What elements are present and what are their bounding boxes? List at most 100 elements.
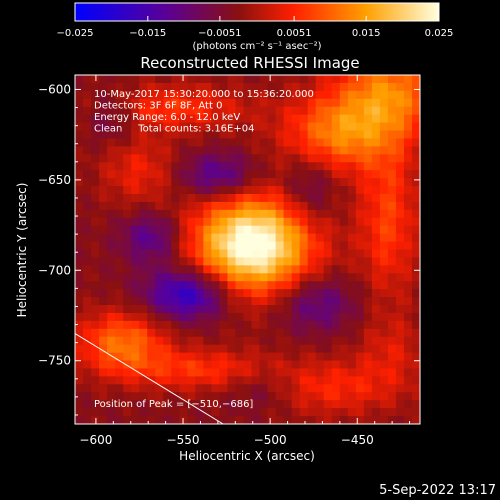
- heatmap-cell: [139, 130, 148, 140]
- heatmap-cell: [307, 400, 317, 409]
- heatmap-cell: [363, 344, 373, 354]
- heatmap-cell: [371, 328, 381, 338]
- heatmap-cell: [163, 122, 172, 132]
- heatmap-cell: [259, 75, 269, 84]
- heatmap-cell: [299, 297, 309, 306]
- heatmap-cell: [307, 376, 317, 385]
- heatmap-cell: [187, 312, 196, 322]
- heatmap-cell: [355, 106, 365, 116]
- heatmap-cell: [147, 320, 156, 330]
- heatmap-cell: [251, 416, 261, 424]
- heatmap-cell: [347, 400, 357, 409]
- heatmap-cell: [395, 178, 405, 187]
- heatmap-cell: [75, 241, 84, 251]
- heatmap-cell: [259, 146, 269, 155]
- heatmap-cell: [107, 257, 116, 266]
- y-tick-label: −700: [38, 263, 71, 277]
- heatmap-cell: [355, 360, 365, 370]
- heatmap-cell: [331, 344, 341, 354]
- heatmap-cell: [275, 265, 285, 274]
- heatmap-cell: [267, 257, 277, 266]
- heatmap-cell: [195, 360, 204, 370]
- heatmap-cell: [411, 281, 420, 290]
- heatmap-cell: [227, 344, 237, 354]
- heatmap-cell: [147, 257, 156, 266]
- heatmap-cell: [371, 106, 381, 116]
- heatmap-cell: [139, 360, 148, 370]
- heatmap-cell: [299, 376, 309, 385]
- y-tick-label: −750: [38, 354, 71, 368]
- heatmap-cell: [331, 265, 341, 274]
- heatmap-cell: [179, 312, 188, 322]
- heatmap-cell: [203, 82, 212, 92]
- heatmap-cell: [251, 352, 261, 362]
- heatmap-cell: [83, 416, 92, 424]
- heatmap-cell: [291, 233, 301, 243]
- heatmap-cell: [315, 170, 325, 179]
- heatmap-cell: [235, 106, 245, 116]
- heatmap-cell: [99, 82, 108, 92]
- heatmap-cell: [403, 328, 413, 338]
- heatmap-cell: [203, 209, 212, 219]
- heatmap-cell: [315, 360, 325, 370]
- heatmap-cell: [75, 193, 84, 203]
- heatmap-cell: [307, 170, 317, 179]
- heatmap-cell: [299, 281, 309, 290]
- heatmap-cell: [283, 400, 293, 409]
- heatmap-cell: [235, 400, 245, 409]
- heatmap-cell: [403, 170, 413, 179]
- heatmap-cell: [123, 384, 132, 393]
- heatmap-cell: [275, 90, 285, 100]
- heatmap-cell: [187, 209, 196, 219]
- heatmap-cell: [219, 209, 229, 219]
- heatmap-cell: [283, 384, 293, 393]
- heatmap-cell: [147, 114, 156, 124]
- heatmap-cell: [227, 400, 237, 409]
- heatmap-cell: [267, 233, 277, 243]
- heatmap-cell: [347, 344, 357, 354]
- heatmap-cell: [339, 328, 349, 338]
- heatmap-cell: [163, 186, 172, 195]
- heatmap-cell: [283, 106, 293, 116]
- heatmap-cell: [347, 328, 357, 338]
- heatmap-cell: [275, 225, 285, 235]
- heatmap-cell: [131, 209, 140, 219]
- heatmap-cell: [371, 305, 381, 314]
- heatmap-cell: [299, 138, 309, 147]
- heatmap-cell: [155, 257, 164, 266]
- heatmap-cell: [171, 392, 180, 401]
- heatmap-cell: [155, 400, 164, 409]
- heatmap-cell: [347, 281, 357, 290]
- heatmap-cell: [411, 257, 420, 266]
- heatmap-cell: [91, 312, 100, 322]
- heatmap-cell: [163, 400, 172, 409]
- heatmap-cell: [371, 193, 381, 203]
- heatmap-cell: [155, 162, 164, 171]
- heatmap-cell: [243, 392, 253, 401]
- heatmap-cell: [147, 281, 156, 290]
- heatmap-cell: [251, 408, 261, 417]
- heatmap-cell: [395, 273, 405, 282]
- heatmap-cell: [131, 162, 140, 171]
- heatmap-cell: [379, 122, 389, 132]
- heatmap-cell: [99, 122, 108, 132]
- heatmap-cell: [235, 249, 245, 259]
- heatmap-cell: [267, 400, 277, 409]
- heatmap-cell: [139, 328, 148, 338]
- heatmap-cell: [243, 265, 253, 274]
- heatmap-cell: [347, 209, 357, 219]
- heatmap-cell: [411, 178, 420, 187]
- heatmap-cell: [331, 416, 341, 424]
- heatmap-cell: [75, 376, 84, 385]
- heatmap-cell: [291, 209, 301, 219]
- heatmap-cell: [243, 217, 253, 227]
- heatmap-cell: [211, 162, 221, 171]
- heatmap-cell: [171, 193, 180, 203]
- heatmap-cell: [347, 305, 357, 314]
- heatmap-cell: [387, 138, 397, 147]
- heatmap-cell: [219, 257, 229, 266]
- heatmap-cell: [323, 305, 333, 314]
- heatmap-cell: [315, 384, 325, 393]
- heatmap-cell: [251, 249, 261, 259]
- heatmap-cell: [75, 281, 84, 290]
